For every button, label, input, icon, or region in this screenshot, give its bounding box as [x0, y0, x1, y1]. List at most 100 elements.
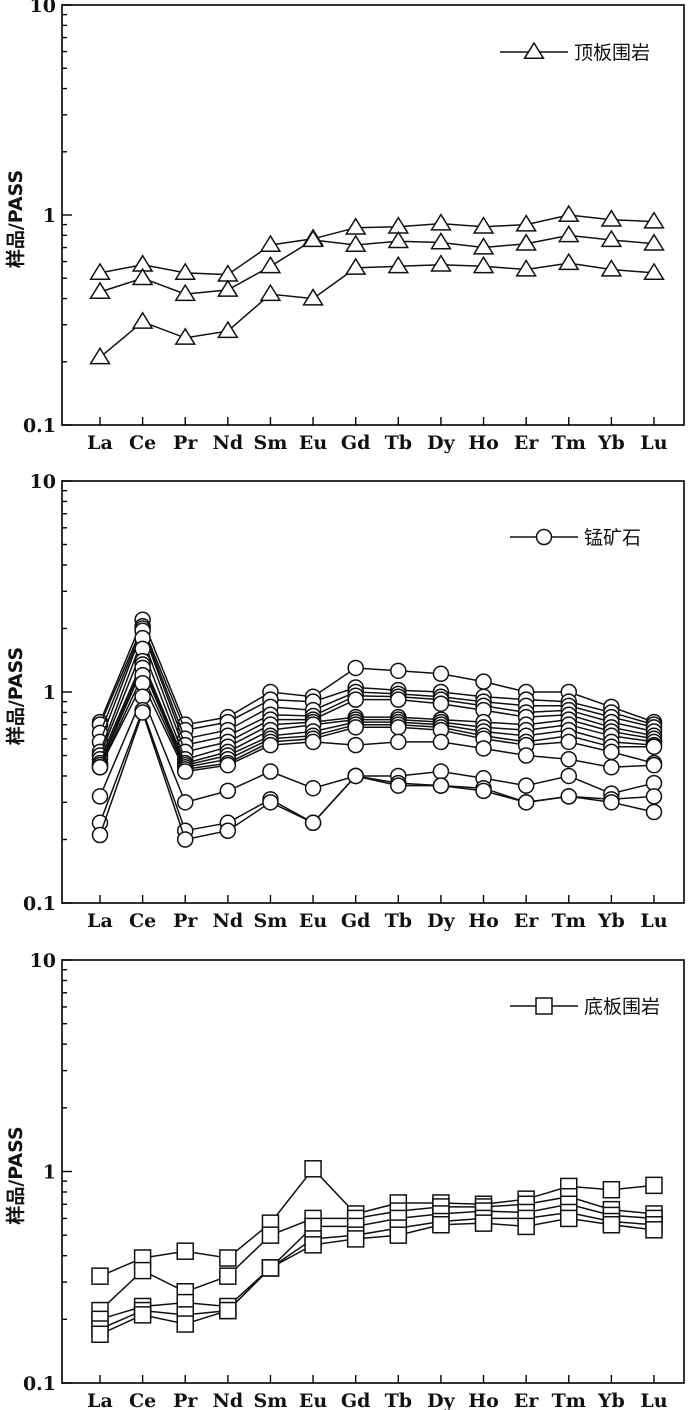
x-tick-label-Tb: Tb: [385, 910, 412, 932]
data-point-Sm: [261, 1259, 280, 1277]
data-point-Dy: [432, 777, 450, 794]
data-point-Dy: [432, 1216, 450, 1234]
x-tick-label-Yb: Yb: [597, 1390, 625, 1410]
data-point-Pr: [176, 1242, 194, 1260]
x-tick-label-La: La: [87, 432, 113, 454]
data-point-Nd: [219, 1267, 237, 1285]
data-point-La: [89, 281, 111, 300]
data-point-Ho: [475, 740, 492, 757]
data-point-Yb: [603, 794, 620, 811]
data-point-Gd: [347, 659, 364, 677]
x-tick-label-Tm: Tm: [552, 1390, 586, 1410]
data-point-Eu: [304, 733, 322, 751]
y-tick-label: 1: [43, 682, 56, 704]
x-tick-label-Sm: Sm: [254, 432, 288, 454]
data-point-Yb: [600, 209, 623, 227]
data-point-Pr: [176, 1315, 194, 1333]
data-point-Lu: [645, 803, 663, 821]
series-11: [91, 675, 663, 780]
data-point-La: [89, 262, 111, 280]
data-point-Nd: [219, 1301, 237, 1320]
y-tick-label: 10: [30, 950, 56, 972]
data-point-Dy: [432, 733, 450, 751]
x-tick-label-Tm: Tm: [552, 910, 586, 932]
data-point-Eu: [304, 1236, 322, 1254]
x-tick-label-Er: Er: [514, 910, 539, 932]
data-point-Tb: [387, 230, 410, 249]
series-14: [91, 704, 663, 848]
y-tick-label: 10: [30, 0, 56, 17]
y-axis-label: 样品/PASS: [4, 170, 27, 268]
data-point-La: [91, 1267, 109, 1285]
data-point-Er: [517, 747, 535, 764]
data-point-Dy: [432, 763, 450, 780]
data-point-Tb: [390, 691, 407, 708]
x-tick-label-Pr: Pr: [173, 910, 198, 932]
data-point-Sm: [259, 283, 282, 302]
x-tick-label-La: La: [87, 910, 113, 932]
data-point-Yb: [602, 1216, 621, 1234]
legend-square-icon: [535, 997, 553, 1015]
data-point-Dy: [430, 213, 452, 231]
x-tick-label-Gd: Gd: [341, 910, 371, 932]
data-point-Ce: [133, 1306, 152, 1324]
x-tick-label-Nd: Nd: [213, 910, 244, 932]
x-tick-label-Nd: Nd: [213, 1390, 244, 1410]
legend-circle-icon: [535, 528, 553, 546]
legend-label: 底板围岩: [584, 996, 660, 1018]
y-tick-label: 0.1: [23, 893, 56, 915]
data-point-Lu: [645, 1221, 663, 1239]
data-point-Er: [515, 259, 537, 277]
data-point-Ce: [131, 311, 154, 329]
data-point-Yb: [602, 1180, 621, 1199]
data-point-Lu: [645, 738, 663, 756]
x-tick-label-Tb: Tb: [385, 1390, 412, 1410]
data-point-Er: [517, 1217, 535, 1236]
data-point-Lu: [643, 262, 665, 280]
data-point-Tm: [557, 204, 580, 223]
legend: 底板围岩: [510, 996, 660, 1018]
data-point-Pr: [176, 831, 194, 848]
data-point-Tb: [389, 1226, 408, 1244]
data-point-Gd: [346, 1230, 365, 1248]
data-point-Sm: [262, 794, 279, 811]
panel-middle: 0.1 1 10 La Ce Pr Nd Sm Eu Gd Tb Dy Ho Er Tm Yb Lu 样品/PAS…: [4, 471, 685, 932]
data-point-Tm: [557, 252, 580, 271]
data-point-Tb: [387, 255, 410, 274]
data-point-Nd: [219, 782, 237, 800]
data-point-La: [91, 788, 109, 805]
x-tick-label-Pr: Pr: [173, 432, 198, 454]
data-point-Pr: [174, 327, 197, 345]
series-3: [89, 252, 665, 365]
data-point-Ho: [475, 673, 492, 690]
data-point-Yb: [600, 229, 623, 248]
data-point-Eu: [304, 779, 322, 797]
data-point-Ho: [474, 1214, 493, 1232]
x-tick-label-Yb: Yb: [597, 910, 625, 932]
data-point-Yb: [603, 758, 620, 776]
data-point-La: [91, 758, 109, 776]
x-tick-label-Ce: Ce: [129, 1390, 156, 1410]
x-tick-label-Ho: Ho: [468, 432, 499, 454]
data-point-Lu: [645, 788, 663, 805]
data-point-Er: [517, 777, 535, 794]
data-point-Sm: [262, 763, 279, 780]
data-point-Tb: [390, 662, 407, 680]
data-point-Pr: [176, 763, 194, 780]
x-tick-label-Pr: Pr: [173, 1390, 198, 1410]
x-tick-label-Sm: Sm: [254, 1390, 288, 1410]
data-point-Lu: [643, 233, 665, 251]
x-tick-label-Lu: Lu: [640, 1390, 667, 1410]
data-point-Tm: [560, 733, 578, 751]
panel-bottom: 0.1 1 10 La Ce Pr Nd Sm Eu Gd Tb Dy Ho Er Tm Yb Lu 样品/PAS…: [4, 950, 685, 1410]
data-point-Tm: [560, 788, 578, 805]
data-point-Ce: [131, 267, 154, 286]
data-point-Dy: [430, 254, 452, 272]
series-2: [89, 224, 665, 302]
data-point-Nd: [217, 279, 239, 297]
x-tick-label-Dy: Dy: [427, 432, 455, 454]
data-point-Dy: [432, 695, 450, 712]
data-point-Sm: [262, 736, 279, 754]
y-tick-label: 10: [30, 471, 56, 493]
